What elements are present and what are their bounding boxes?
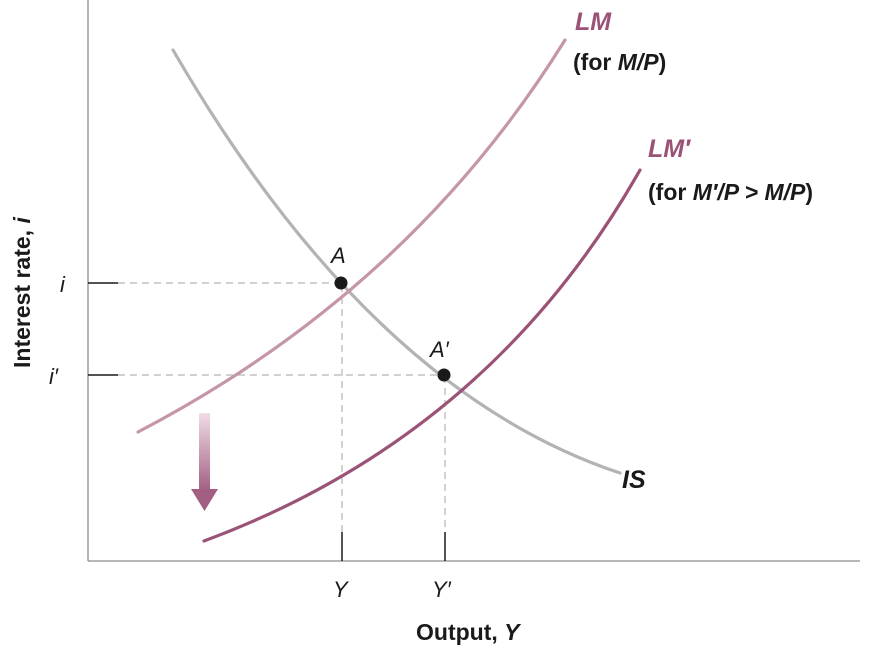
- shift-arrow: [191, 413, 218, 511]
- lm-prime-curve: [202, 168, 642, 543]
- point-a-label: A: [329, 243, 346, 268]
- lm-curve: [136, 38, 567, 434]
- tick-label-i-prime: i′: [49, 364, 59, 389]
- point-a-prime: [437, 368, 451, 382]
- tick-label-y: Y: [333, 577, 349, 602]
- lm-prime-note: (for M′/P > M/P): [648, 179, 813, 205]
- point-a: [334, 276, 348, 290]
- lm-note: (for M/P): [573, 49, 666, 75]
- tick-label-y-prime: Y′: [432, 577, 452, 602]
- lm-prime-label: LM′: [648, 135, 691, 163]
- y-axis-title: Interest rate, i: [9, 217, 35, 368]
- lm-label: LM: [575, 8, 612, 36]
- point-a-prime-label: A′: [428, 337, 450, 362]
- is-curve: [171, 48, 622, 475]
- is-label: IS: [622, 466, 646, 494]
- x-axis-title: Output, Y: [416, 619, 522, 645]
- tick-label-i: i: [60, 272, 66, 297]
